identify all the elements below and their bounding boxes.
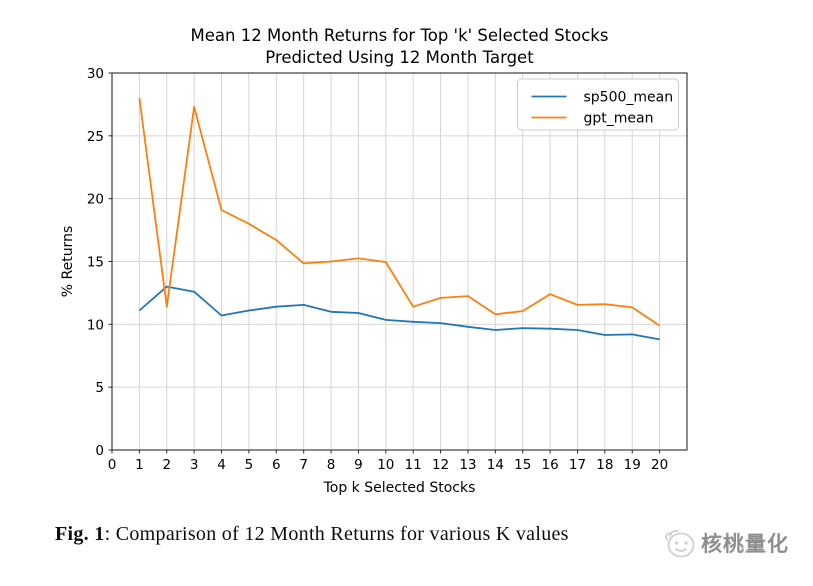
chart-title-line-2: Predicted Using 12 Month Target [265, 48, 534, 67]
y-tick-labels: 0 5 10 15 20 25 30 [87, 66, 104, 459]
x-tick-label: 0 [108, 457, 117, 473]
y-tick-label: 15 [87, 255, 104, 271]
x-tick-label: 14 [487, 457, 504, 473]
legend: sp500_mean gpt_mean [517, 78, 679, 131]
x-tick-label: 16 [542, 457, 559, 473]
y-tick-label: 0 [95, 443, 104, 459]
y-tick-label: 5 [95, 380, 104, 396]
watermark-text: 核桃量化 [701, 532, 789, 556]
legend-label: sp500_mean [584, 90, 674, 106]
y-tick-label: 25 [87, 129, 104, 145]
tick-marks [108, 72, 661, 454]
x-tick-label: 3 [190, 457, 199, 473]
y-tick-label: 10 [87, 317, 104, 333]
legend-label: gpt_mean [584, 111, 654, 127]
y-axis-label: % Returns [60, 226, 76, 298]
x-tick-label: 5 [245, 457, 254, 473]
x-tick-label: 8 [327, 457, 336, 473]
x-tick-label: 18 [596, 457, 613, 473]
y-tick-label: 30 [87, 66, 104, 82]
x-axis-label: Top k Selected Stocks [323, 480, 476, 496]
caption-label: Fig. 1 [55, 523, 105, 545]
x-tick-label: 15 [514, 457, 531, 473]
caption-text: : Comparison of 12 Month Returns for var… [104, 523, 569, 545]
x-tick-label: 11 [405, 457, 422, 473]
x-tick-label: 10 [377, 457, 394, 473]
returns-line-chart: 0 1 2 3 4 5 6 7 8 9 10 11 12 13 14 15 16 17 18 19 2005101520… [60, 26, 688, 496]
chart-title-line-1: Mean 12 Month Returns for Top 'k' Select… [191, 26, 609, 45]
x-tick-label: 13 [459, 457, 476, 473]
x-tick-label: 17 [569, 457, 586, 473]
x-tick-label: 7 [299, 457, 308, 473]
x-tick-label: 2 [162, 457, 171, 473]
legend-entry-sp500_mean: sp500_mean [531, 90, 674, 106]
x-tick-label: 20 [651, 457, 668, 473]
x-tick-label: 4 [217, 457, 226, 473]
y-tick-label: 20 [87, 192, 104, 208]
x-tick-label: 19 [624, 457, 641, 473]
series-lines [138, 97, 661, 341]
x-tick-label: 6 [272, 457, 281, 473]
watermark: 核桃量化 [660, 524, 789, 564]
series-line-gpt_mean [138, 97, 661, 327]
x-tick-label: 9 [354, 457, 363, 473]
walnut-logo-icon [665, 530, 695, 558]
series-line-sp500_mean [138, 285, 660, 341]
figure-caption: Fig. 1: Comparison of 12 Month Returns f… [55, 523, 569, 546]
x-tick-labels: 0 1 2 3 4 5 6 7 8 9 10 11 12 13 14 15 16 17 18 19 20 [108, 457, 669, 473]
legend-entry-gpt_mean: gpt_mean [531, 111, 654, 127]
x-tick-label: 12 [432, 457, 449, 473]
x-tick-label: 1 [135, 457, 144, 473]
